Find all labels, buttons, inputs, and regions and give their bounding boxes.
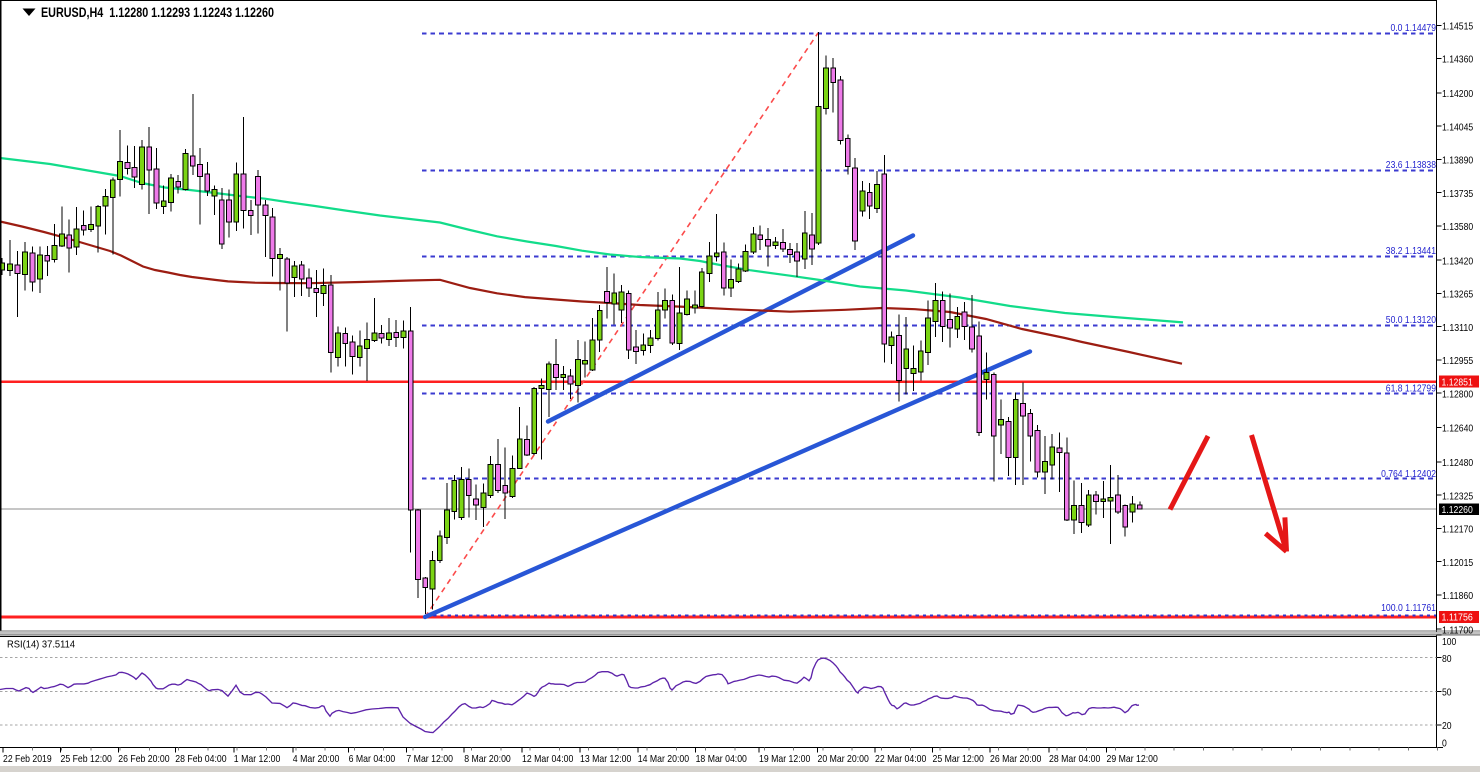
svg-text:25 Feb 12:00: 25 Feb 12:00 [61, 753, 112, 765]
svg-text:1.12955: 1.12955 [1442, 355, 1473, 367]
svg-text:6 Mar 04:00: 6 Mar 04:00 [349, 753, 396, 765]
svg-text:13 Mar 12:00: 13 Mar 12:00 [580, 753, 631, 765]
svg-text:1.13735: 1.13735 [1442, 188, 1473, 200]
svg-text:1.13580: 1.13580 [1442, 221, 1473, 233]
svg-text:19 Mar 12:00: 19 Mar 12:00 [759, 753, 810, 765]
svg-text:1.12015: 1.12015 [1442, 557, 1473, 569]
svg-text:1.11860: 1.11860 [1442, 590, 1473, 602]
svg-text:1.14200: 1.14200 [1442, 88, 1473, 100]
svg-text:22 Feb 2019: 22 Feb 2019 [3, 753, 52, 765]
svg-text:1.12325: 1.12325 [1442, 490, 1473, 502]
svg-text:1.13265: 1.13265 [1442, 289, 1473, 301]
svg-text:1.13420: 1.13420 [1442, 255, 1473, 267]
svg-text:26 Feb 20:00: 26 Feb 20:00 [118, 753, 169, 765]
svg-text:1.13110: 1.13110 [1442, 322, 1473, 334]
svg-text:1.12480: 1.12480 [1442, 457, 1473, 469]
svg-text:8 Mar 20:00: 8 Mar 20:00 [464, 753, 511, 765]
svg-text:29 Mar 12:00: 29 Mar 12:00 [1107, 753, 1158, 765]
svg-text:28 Mar 04:00: 28 Mar 04:00 [1049, 753, 1100, 765]
svg-text:1.14515: 1.14515 [1442, 20, 1473, 32]
svg-text:1.11756: 1.11756 [1442, 612, 1473, 624]
svg-text:25 Mar 12:00: 25 Mar 12:00 [933, 753, 984, 765]
svg-text:12 Mar 04:00: 12 Mar 04:00 [522, 753, 573, 765]
svg-text:100.0 1.11761: 100.0 1.11761 [1381, 603, 1436, 614]
svg-text:22 Mar 04:00: 22 Mar 04:00 [875, 753, 926, 765]
svg-text:RSI(14) 37.5114: RSI(14) 37.5114 [7, 639, 75, 651]
svg-text:1.14360: 1.14360 [1442, 54, 1473, 66]
svg-text:14 Mar 20:00: 14 Mar 20:00 [638, 753, 689, 765]
svg-text:38.2 1.13441: 38.2 1.13441 [1386, 246, 1436, 257]
svg-text:80: 80 [1442, 653, 1452, 665]
svg-text:1.11700: 1.11700 [1442, 624, 1473, 636]
svg-text:0.764 1.12402: 0.764 1.12402 [1381, 469, 1436, 480]
svg-text:EURUSD,H4 1.12280 1.12293 1.1: EURUSD,H4 1.12280 1.12293 1.12243 1.1226… [41, 5, 274, 20]
svg-text:1.12260: 1.12260 [1442, 504, 1473, 516]
svg-text:50: 50 [1442, 687, 1452, 699]
svg-text:1.12851: 1.12851 [1442, 376, 1473, 388]
svg-text:20: 20 [1442, 720, 1452, 732]
svg-text:1 Mar 12:00: 1 Mar 12:00 [234, 753, 281, 765]
svg-text:23.6 1.13838: 23.6 1.13838 [1386, 160, 1436, 171]
svg-text:26 Mar 20:00: 26 Mar 20:00 [990, 753, 1041, 765]
svg-text:7 Mar 12:00: 7 Mar 12:00 [406, 753, 453, 765]
svg-text:28 Feb 04:00: 28 Feb 04:00 [175, 753, 226, 765]
svg-text:0.0 1.14479: 0.0 1.14479 [1391, 23, 1437, 34]
svg-text:4 Mar 20:00: 4 Mar 20:00 [293, 753, 340, 765]
svg-text:0: 0 [1442, 738, 1447, 750]
svg-text:100: 100 [1442, 636, 1456, 648]
svg-text:18 Mar 04:00: 18 Mar 04:00 [696, 753, 747, 765]
svg-text:1.12800: 1.12800 [1442, 388, 1473, 400]
svg-text:1.12170: 1.12170 [1442, 524, 1473, 536]
svg-text:50.0 1.13120: 50.0 1.13120 [1386, 315, 1436, 326]
svg-text:1.13890: 1.13890 [1442, 155, 1473, 167]
svg-text:20 Mar 20:00: 20 Mar 20:00 [818, 753, 869, 765]
svg-text:61.8 1.12799: 61.8 1.12799 [1386, 384, 1436, 395]
svg-text:1.14045: 1.14045 [1442, 121, 1473, 133]
svg-text:1.12640: 1.12640 [1442, 423, 1473, 435]
